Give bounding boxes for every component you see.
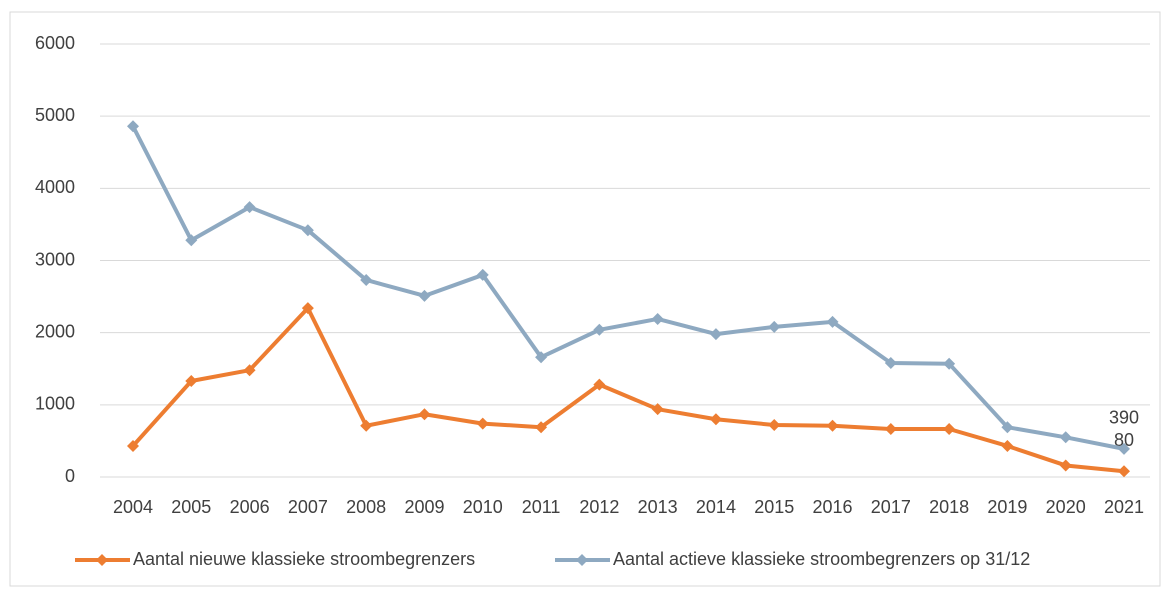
series-line xyxy=(131,306,1125,474)
point-marker xyxy=(768,320,781,333)
x-tick-label: 2019 xyxy=(987,497,1027,517)
point-marker xyxy=(943,357,956,370)
series-line xyxy=(131,125,1125,451)
point-marker xyxy=(884,423,897,436)
x-tick-label: 2018 xyxy=(929,497,969,517)
x-tick-label: 2013 xyxy=(638,497,678,517)
point-marker xyxy=(709,328,722,341)
x-tick-label: 2004 xyxy=(113,497,153,517)
point-marker xyxy=(476,268,489,281)
point-marker xyxy=(301,224,314,237)
point-marker xyxy=(243,364,256,377)
point-marker xyxy=(884,356,897,369)
y-tick-label: 4000 xyxy=(35,177,75,197)
legend-marker xyxy=(576,554,588,566)
x-tick-label: 2009 xyxy=(404,497,444,517)
point-marker xyxy=(826,419,839,432)
x-tick-label: 2017 xyxy=(871,497,911,517)
x-tick-label: 2007 xyxy=(288,497,328,517)
point-marker xyxy=(943,423,956,436)
point-marker xyxy=(1059,459,1072,472)
point-marker xyxy=(243,201,256,214)
point-marker xyxy=(1118,465,1130,478)
y-tick-label: 1000 xyxy=(35,394,75,414)
point-marker xyxy=(593,378,606,391)
point-marker xyxy=(651,312,664,325)
y-tick-label: 2000 xyxy=(35,321,75,341)
y-tick-label: 0 xyxy=(65,466,75,486)
point-marker xyxy=(768,419,781,432)
point-marker xyxy=(418,289,431,302)
legend-label: Aantal actieve klassieke stroombegrenzer… xyxy=(613,549,1030,569)
point-marker xyxy=(1001,439,1014,452)
y-tick-label: 6000 xyxy=(35,33,75,53)
x-tick-label: 2020 xyxy=(1046,497,1086,517)
point-marker xyxy=(535,421,548,434)
x-tick-label: 2015 xyxy=(754,497,794,517)
point-marker xyxy=(651,403,664,416)
point-marker xyxy=(360,273,373,286)
x-tick-label: 2006 xyxy=(230,497,270,517)
x-tick-label: 2016 xyxy=(813,497,853,517)
x-tick-label: 2008 xyxy=(346,497,386,517)
y-tick-label: 5000 xyxy=(35,105,75,125)
data-label: 390 xyxy=(1109,408,1139,428)
x-tick-label: 2005 xyxy=(171,497,211,517)
point-marker xyxy=(127,120,139,133)
point-marker xyxy=(1059,431,1072,444)
point-marker xyxy=(418,408,431,421)
y-tick-label: 3000 xyxy=(35,249,75,269)
point-marker xyxy=(476,417,489,430)
x-tick-label: 2012 xyxy=(579,497,619,517)
point-marker xyxy=(1118,442,1130,455)
point-marker xyxy=(360,419,373,432)
x-tick-label: 2021 xyxy=(1104,497,1144,517)
x-tick-label: 2010 xyxy=(463,497,503,517)
point-marker xyxy=(1001,421,1014,434)
point-marker xyxy=(185,234,198,247)
point-marker xyxy=(709,413,722,426)
x-tick-label: 2014 xyxy=(696,497,736,517)
x-tick-label: 2011 xyxy=(522,497,561,517)
data-label: 80 xyxy=(1114,430,1134,450)
point-marker xyxy=(301,302,314,315)
legend-label: Aantal nieuwe klassieke stroombegrenzers xyxy=(133,549,475,569)
point-marker xyxy=(535,351,548,364)
point-marker xyxy=(127,439,139,452)
point-marker xyxy=(185,375,198,388)
chart-border xyxy=(9,11,1161,587)
point-marker xyxy=(826,315,839,328)
point-marker xyxy=(593,323,606,336)
legend-marker xyxy=(96,554,108,566)
